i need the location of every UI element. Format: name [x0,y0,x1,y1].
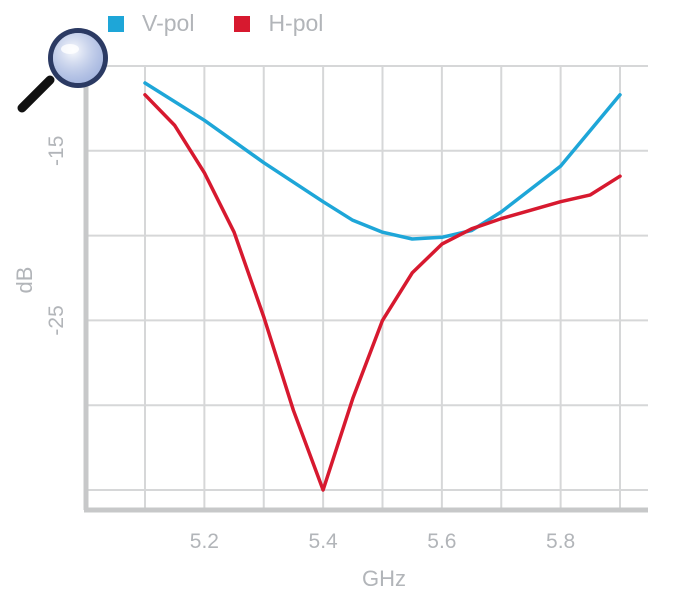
series-lines [143,81,622,492]
x-tick-label: 5.6 [427,530,456,553]
series-line-v-pol [143,81,622,241]
x-tick-label: 5.2 [190,530,219,553]
legend-swatch-v-pol [108,15,124,32]
grid [86,65,648,510]
legend-label-h-pol: H-pol [268,10,324,36]
legend: V-pol H-pol [108,10,363,37]
y-tick-label: -25 [45,305,68,335]
series-line-h-pol [143,93,622,492]
y-axis-label: dB [12,267,37,294]
x-tick-labels: 5.2 5.4 5.6 5.8 [190,530,575,553]
x-tick-label: 5.8 [546,530,575,553]
y-tick-label: -15 [45,136,68,166]
x-tick-label: 5.4 [309,530,339,553]
legend-item-h-pol: H-pol [234,10,323,37]
magnifier-icon[interactable] [17,28,108,113]
legend-item-v-pol: V-pol [108,10,194,37]
legend-swatch-h-pol [234,15,251,32]
x-axis-label: GHz [362,566,406,591]
y-tick-labels: -15 -25 [45,136,68,336]
legend-label-v-pol: V-pol [142,10,195,36]
axes [83,66,648,513]
